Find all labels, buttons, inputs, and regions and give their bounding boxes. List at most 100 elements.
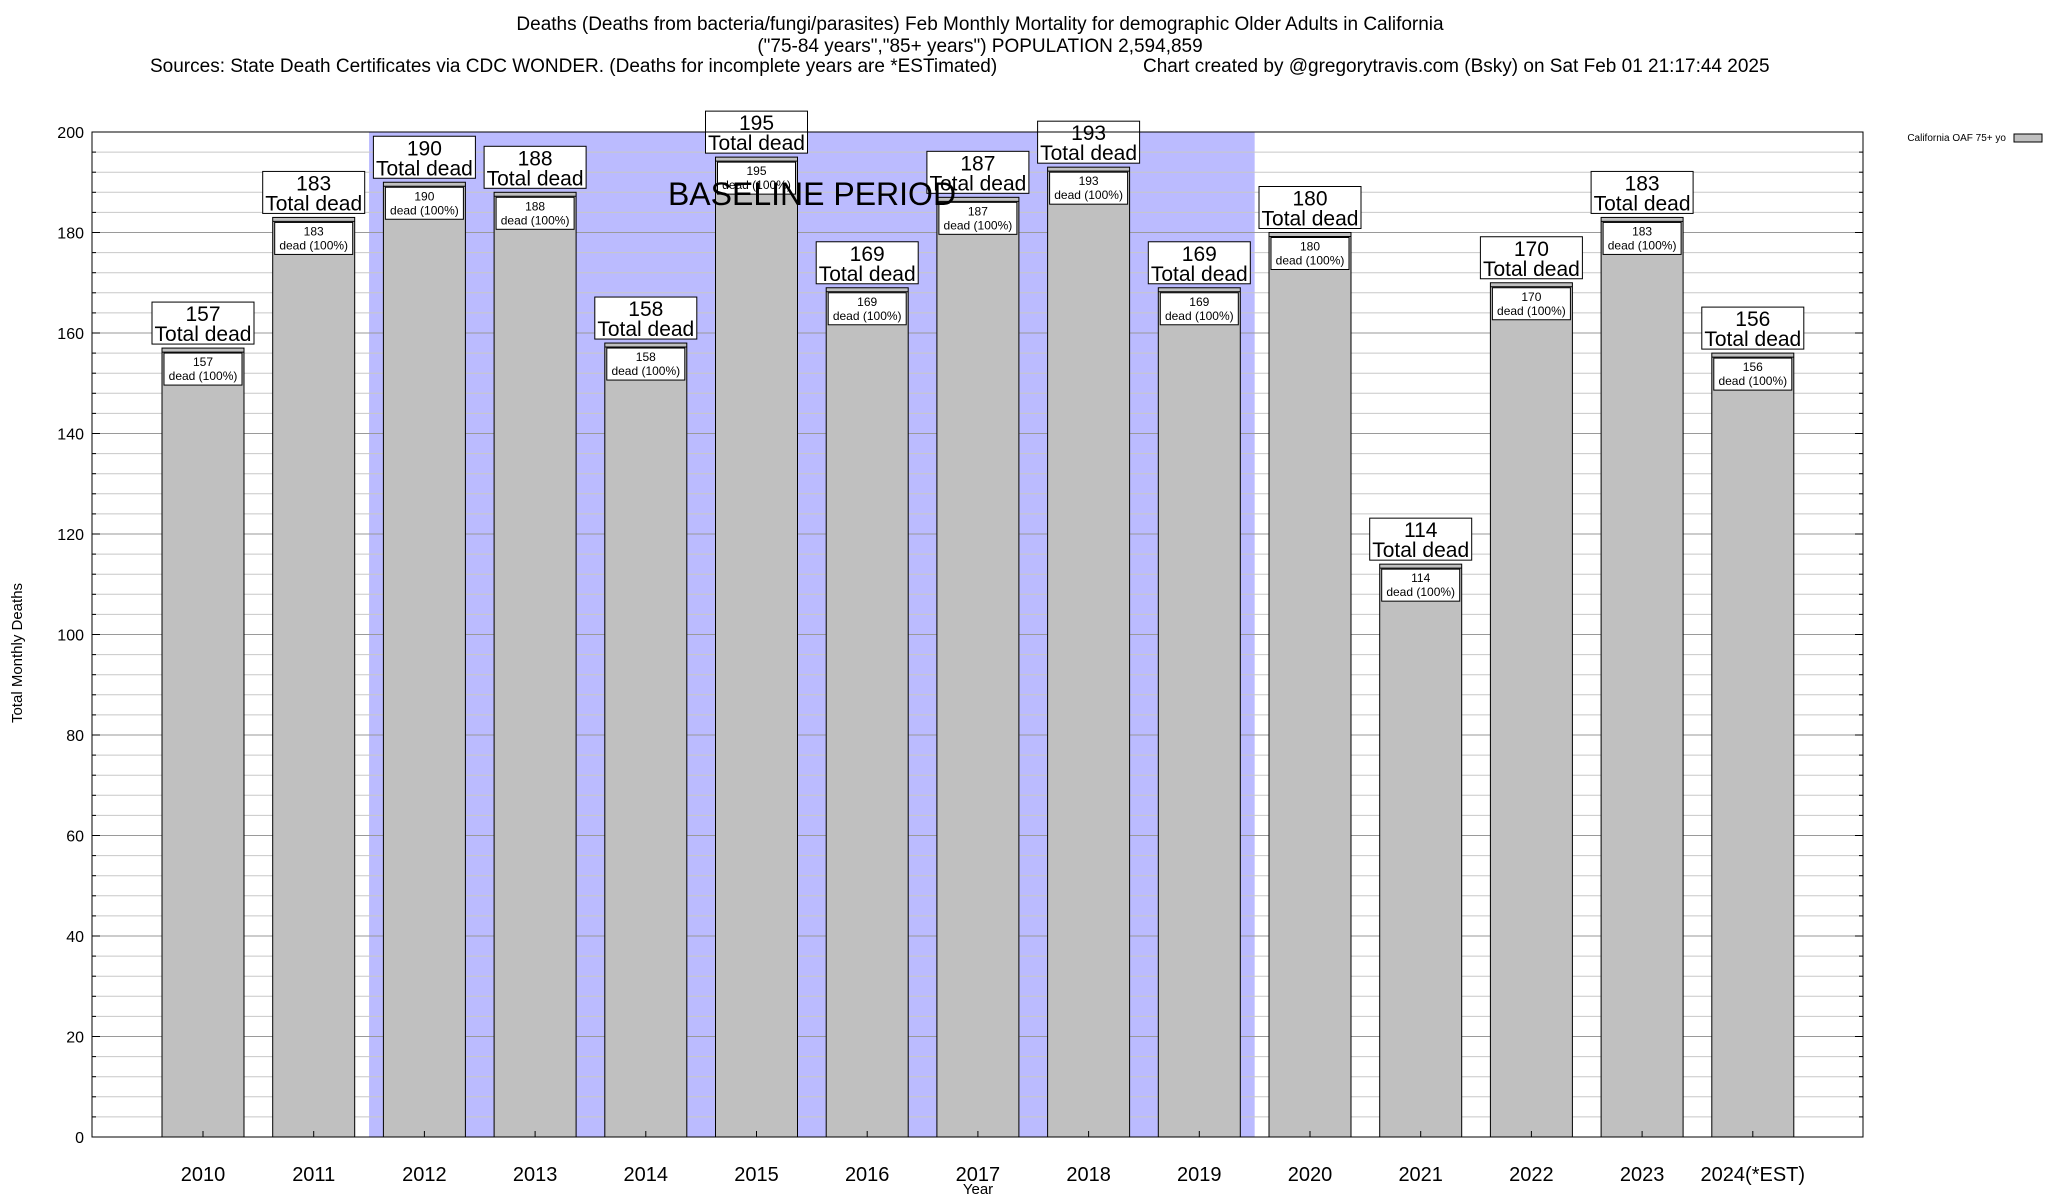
total-dead-label: Total dead [1372,539,1469,562]
total-value-label: 190 [407,137,442,160]
y-tick-label: 120 [57,527,84,544]
total-dead-label: Total dead [1704,328,1801,351]
total-value-label: 169 [1182,243,1217,266]
inner-label-box [606,347,686,381]
inner-percent-label: dead (100%) [169,369,238,383]
inner-value-label: 183 [304,224,324,238]
y-tick-label: 40 [66,929,84,946]
bar-2022 [1489,282,1573,1138]
chart-credit: Chart created by @gregorytravis.com (Bsk… [1143,56,1770,77]
y-tick-label: 140 [57,427,84,444]
inner-label-box [1381,568,1461,602]
total-label-box [262,170,366,214]
x-tick-label: 2010 [181,1164,226,1186]
bar-2012 [382,181,466,1138]
total-label-box [815,241,919,285]
inner-label-box [1270,237,1350,270]
total-dead-label: Total dead [929,172,1026,195]
inner-value-label: 169 [857,295,877,309]
legend-entry-label: California OAF 75+ yo [1907,133,2006,144]
total-dead-label: Total dead [1151,263,1248,286]
inner-value-label: 169 [1189,295,1209,309]
inner-value-label: 183 [1632,224,1652,238]
inner-percent-label: dead (100%) [1276,254,1345,268]
total-value-label: 157 [185,303,220,326]
inner-percent-label: dead (100%) [1386,585,1455,599]
total-dead-label: Total dead [1262,208,1359,231]
bar-2023 [1600,216,1684,1138]
inner-label-box [938,201,1018,235]
inner-percent-label: dead (100%) [1054,188,1123,202]
bar-2024(*EST) [1711,352,1795,1138]
total-label-box [151,301,255,345]
total-dead-label: Total dead [155,323,252,346]
total-value-label: 170 [1514,238,1549,261]
inner-label-box [1159,292,1239,326]
x-tick-label: 2017 [956,1164,1001,1186]
inner-value-label: 157 [193,355,213,369]
total-label-box [483,145,587,189]
inner-percent-label: dead (100%) [833,309,902,323]
inner-label-box [1491,287,1571,321]
total-label-box [1258,186,1362,229]
total-label-box [1701,306,1805,350]
total-dead-label: Total dead [708,132,805,155]
inner-value-label: 190 [414,189,434,203]
inner-value-label: 158 [636,350,656,364]
bar-2021 [1379,563,1463,1138]
legend: California OAF 75+ yo [1907,133,2043,144]
y-tick-label: 20 [66,1030,84,1047]
total-value-label: 187 [960,152,995,175]
inner-percent-label: dead (100%) [1497,304,1566,318]
x-axis-label: Year [963,1181,993,1198]
y-axis-label: Total Monthly Deaths [9,583,26,723]
total-value-label: 158 [628,298,663,321]
x-tick-label: 2016 [845,1164,890,1186]
total-label-box [926,150,1030,194]
y-tick-label: 180 [57,226,84,243]
inner-percent-label: dead (100%) [611,364,680,378]
total-label-box [1479,236,1583,280]
x-tick-label: 2023 [1620,1164,1665,1186]
chart-title-line-1: Deaths (Deaths from bacteria/fungi/paras… [516,14,1444,35]
inner-label-box [1713,357,1793,391]
inner-percent-label: dead (100%) [279,238,348,252]
inner-percent-label: dead (100%) [501,213,570,227]
x-tick-label: 2014 [624,1164,669,1186]
x-tick-label: 2013 [513,1164,558,1186]
total-label-box [1590,170,1694,214]
inner-label-box [1602,221,1682,255]
y-tick-label: 100 [57,628,84,645]
total-value-label: 114 [1404,519,1438,542]
total-value-label: 193 [1071,122,1106,145]
inner-value-label: 195 [746,164,766,178]
bar-2010 [161,347,245,1138]
legend-swatch [2013,133,2043,143]
inner-value-label: 188 [525,199,545,213]
bar-2019 [1157,287,1241,1138]
inner-value-label: 114 [1411,571,1430,585]
inner-label-box [384,186,464,220]
bar-2016 [825,287,909,1138]
total-value-label: 183 [296,172,331,195]
total-value-label: 183 [1625,172,1660,195]
inner-value-label: 156 [1743,360,1763,374]
total-label-box [1147,241,1251,285]
inner-value-label: 187 [968,204,988,218]
total-label-box [1369,517,1473,561]
bar-2020 [1268,232,1352,1138]
x-tick-label: 2018 [1066,1164,1111,1186]
total-label-box [372,135,476,179]
total-dead-label: Total dead [265,192,362,215]
inner-label-box [717,161,796,195]
inner-value-label: 193 [1079,174,1099,188]
total-dead-label: Total dead [1594,192,1691,215]
total-value-label: 188 [518,147,553,170]
bar-2015 [715,156,798,1138]
bar-2011 [272,216,356,1138]
inner-percent-label: dead (100%) [1165,309,1234,323]
inner-percent-label: dead (100%) [1718,374,1787,388]
inner-label-box [1049,171,1129,205]
